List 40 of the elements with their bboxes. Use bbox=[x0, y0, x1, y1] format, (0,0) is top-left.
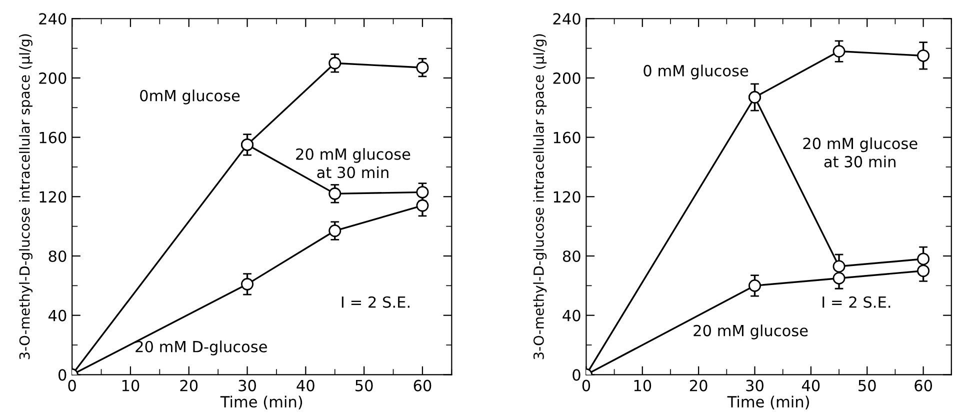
x-tick-label: 60 bbox=[414, 380, 432, 392]
x-tick-label: 20 bbox=[180, 380, 198, 392]
x-tick-label: 0 bbox=[68, 380, 76, 392]
y-tick-label: 120 bbox=[40, 191, 66, 203]
y-tick-label: 40 bbox=[562, 310, 580, 322]
annotation: 0mM glucose bbox=[140, 90, 240, 104]
y-tick-label: 0 bbox=[572, 369, 580, 381]
x-tick-label: 40 bbox=[296, 380, 314, 392]
x-tick-label: 20 bbox=[690, 380, 708, 392]
y-tick-label: 160 bbox=[40, 132, 66, 144]
y-tick-label: 80 bbox=[48, 250, 66, 262]
y-tick-label: 240 bbox=[39, 13, 66, 25]
x-tick-label: 50 bbox=[858, 380, 876, 392]
annotation: 0 mM glucose bbox=[644, 64, 748, 80]
annotation: 20 mM D-glucose bbox=[136, 340, 267, 356]
y-axis-title: 3-O-methyl-D-glucose intracellular space (μl/g) bbox=[19, 34, 32, 360]
x-tick-label: 0 bbox=[582, 380, 590, 392]
annotation: 20 mM glucose at 30 min bbox=[803, 137, 918, 168]
x-tick-label: 10 bbox=[634, 380, 652, 392]
y-tick-label: 200 bbox=[553, 72, 580, 84]
y-tick-label: 120 bbox=[554, 191, 580, 203]
annotation: I = 2 S.E. bbox=[822, 296, 890, 308]
y-tick-label: 160 bbox=[554, 132, 580, 144]
y-tick-label: 80 bbox=[562, 250, 580, 262]
y-tick-label: 40 bbox=[48, 310, 66, 322]
x-tick-label: 60 bbox=[914, 380, 932, 392]
annotation: I = 2 S.E. bbox=[342, 296, 410, 308]
x-tick-label: 40 bbox=[802, 380, 820, 392]
x-axis-title: Time (min) bbox=[727, 396, 809, 410]
y-axis-title: 3-O-methyl-D-glucose intracellular space (μl/g) bbox=[533, 34, 547, 360]
y-tick-label: 240 bbox=[553, 13, 580, 25]
y-tick-label: 0 bbox=[58, 369, 66, 381]
x-tick-label: 50 bbox=[356, 380, 373, 392]
x-tick-label: 30 bbox=[238, 380, 256, 392]
y-tick-label: 200 bbox=[39, 72, 66, 84]
x-axis-title: Time (min) bbox=[220, 396, 302, 410]
annotation: 20 mM glucose bbox=[694, 324, 808, 340]
x-tick-label: 30 bbox=[746, 380, 764, 392]
annotation: 20 mM glucose at 30 min bbox=[296, 148, 410, 178]
x-tick-label: 10 bbox=[122, 380, 140, 392]
